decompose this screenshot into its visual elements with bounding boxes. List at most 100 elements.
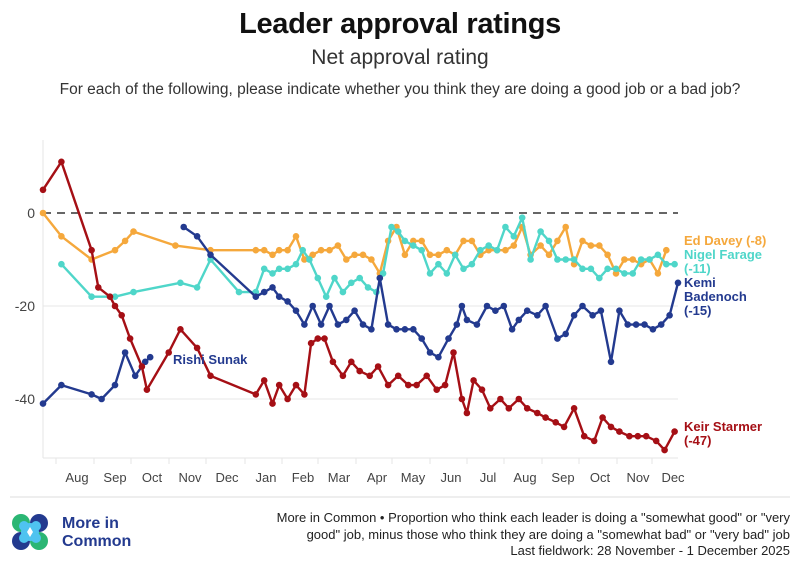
data-point-keir-starmer	[599, 414, 606, 421]
data-point-kemi-badenoch	[674, 279, 682, 287]
data-point-ed-davey	[435, 251, 442, 259]
data-point-ed-davey	[579, 237, 586, 245]
series-keir-starmer	[39, 158, 678, 454]
data-point-ed-davey	[326, 246, 333, 254]
data-point-kemi-badenoch	[301, 321, 308, 328]
data-point-keir-starmer	[106, 293, 114, 300]
data-point-kemi-badenoch	[260, 288, 268, 296]
data-point-kemi-badenoch	[351, 307, 358, 314]
data-point-kemi-badenoch	[435, 353, 442, 361]
data-point-nigel-farage	[629, 270, 637, 277]
data-point-ed-davey	[426, 251, 434, 259]
data-point-keir-starmer	[634, 432, 642, 440]
x-tick-label: Sep	[103, 470, 126, 485]
data-point-kemi-badenoch	[207, 251, 214, 259]
data-point-nigel-farage	[177, 279, 184, 287]
x-tick-label: Jan	[256, 470, 277, 485]
x-axis: Aug Sep Oct Nov Dec Jan Feb Mar Apr May Jun Jul Aug S…	[55, 458, 685, 485]
data-point-nigel-farage	[111, 293, 119, 300]
data-point-keir-starmer	[497, 395, 504, 403]
label-ed-davey: Ed Davey (-8)	[684, 233, 766, 248]
data-point-ed-davey	[301, 256, 308, 263]
data-point-kemi-badenoch	[359, 321, 367, 328]
data-point-nigel-farage	[193, 284, 201, 291]
data-point-nigel-farage	[663, 260, 670, 268]
data-point-nigel-farage	[570, 256, 578, 263]
x-tick-label: Apr	[367, 470, 388, 485]
data-point-ed-davey	[292, 233, 300, 240]
data-point-ed-davey	[587, 242, 595, 249]
data-point-ed-davey	[317, 246, 325, 254]
data-point-ed-davey	[260, 246, 268, 254]
data-point-kemi-badenoch	[492, 307, 499, 314]
data-point-ed-davey	[460, 237, 467, 245]
data-point-nigel-farage	[235, 288, 243, 296]
source-line-1: More in Common • Proportion who think ea…	[276, 510, 790, 525]
data-point-ed-davey	[269, 251, 276, 259]
data-point-keir-starmer	[301, 391, 308, 398]
data-point-keir-starmer	[275, 381, 283, 389]
y-tick-label: -40	[15, 391, 35, 407]
data-point-kemi-badenoch	[473, 321, 481, 328]
data-point-kemi-badenoch	[483, 302, 491, 310]
data-point-keir-starmer	[405, 381, 412, 389]
data-point-ed-davey	[663, 246, 670, 254]
x-tick-label: Jun	[441, 470, 462, 485]
data-point-kemi-badenoch	[534, 312, 541, 319]
data-point-ed-davey	[284, 246, 291, 254]
data-point-keir-starmer	[143, 386, 151, 393]
data-point-ed-davey	[172, 242, 179, 249]
data-point-keir-starmer	[165, 349, 172, 356]
data-point-keir-starmer	[384, 381, 392, 389]
data-point-kemi-badenoch	[384, 321, 392, 328]
data-point-kemi-badenoch	[562, 330, 569, 338]
data-point-rishi-sunak	[58, 381, 65, 389]
series-rishi-sunak	[39, 349, 154, 407]
label-kemi-badenoch-line1: Kemi	[684, 275, 716, 290]
data-point-kemi-badenoch	[326, 302, 333, 310]
source-line-3: Last fieldwork: 28 November - 1 December…	[510, 543, 790, 558]
x-tick-label: Aug	[513, 470, 536, 485]
data-point-keir-starmer	[580, 432, 588, 440]
data-point-nigel-farage	[394, 228, 402, 235]
data-point-keir-starmer	[339, 372, 347, 380]
data-point-keir-starmer	[348, 358, 355, 366]
data-point-keir-starmer	[671, 428, 678, 435]
data-point-ed-davey	[621, 256, 628, 263]
data-point-keir-starmer	[269, 400, 276, 407]
data-point-nigel-farage	[510, 233, 518, 240]
data-point-ed-davey	[562, 223, 569, 231]
y-tick-label: 0	[27, 205, 35, 221]
data-point-kemi-badenoch	[458, 302, 466, 310]
data-point-nigel-farage	[356, 274, 364, 282]
series-kemi-badenoch	[180, 223, 682, 366]
data-point-nigel-farage	[537, 228, 544, 235]
label-nigel-farage-value: (-11)	[684, 261, 711, 276]
data-point-nigel-farage	[418, 246, 426, 254]
data-point-nigel-farage	[364, 284, 372, 291]
data-point-kemi-badenoch	[317, 321, 325, 328]
data-point-nigel-farage	[654, 251, 662, 259]
data-point-kemi-badenoch	[180, 223, 187, 231]
data-point-kemi-badenoch	[334, 321, 342, 328]
data-point-kemi-badenoch	[657, 321, 665, 328]
x-tick-label: Dec	[661, 470, 685, 485]
data-point-ed-davey	[368, 256, 375, 263]
chart-subtitle: Net approval rating	[311, 46, 489, 69]
data-point-keir-starmer	[95, 284, 102, 291]
data-point-ed-davey	[537, 242, 544, 249]
data-point-ed-davey	[401, 251, 409, 259]
data-point-keir-starmer	[413, 381, 420, 389]
data-point-nigel-farage	[348, 279, 355, 287]
data-point-ed-davey	[554, 237, 561, 245]
data-point-ed-davey	[334, 242, 342, 249]
data-point-nigel-farage	[460, 265, 467, 273]
data-point-ed-davey	[130, 228, 137, 235]
data-point-kemi-badenoch	[607, 358, 615, 366]
data-point-keir-starmer	[314, 335, 322, 342]
data-point-ed-davey	[121, 237, 129, 245]
series-line-ed-davey	[41, 211, 668, 275]
footer-divider	[10, 496, 790, 498]
survey-question: For each of the following, please indica…	[59, 81, 741, 98]
data-point-kemi-badenoch	[616, 307, 623, 314]
